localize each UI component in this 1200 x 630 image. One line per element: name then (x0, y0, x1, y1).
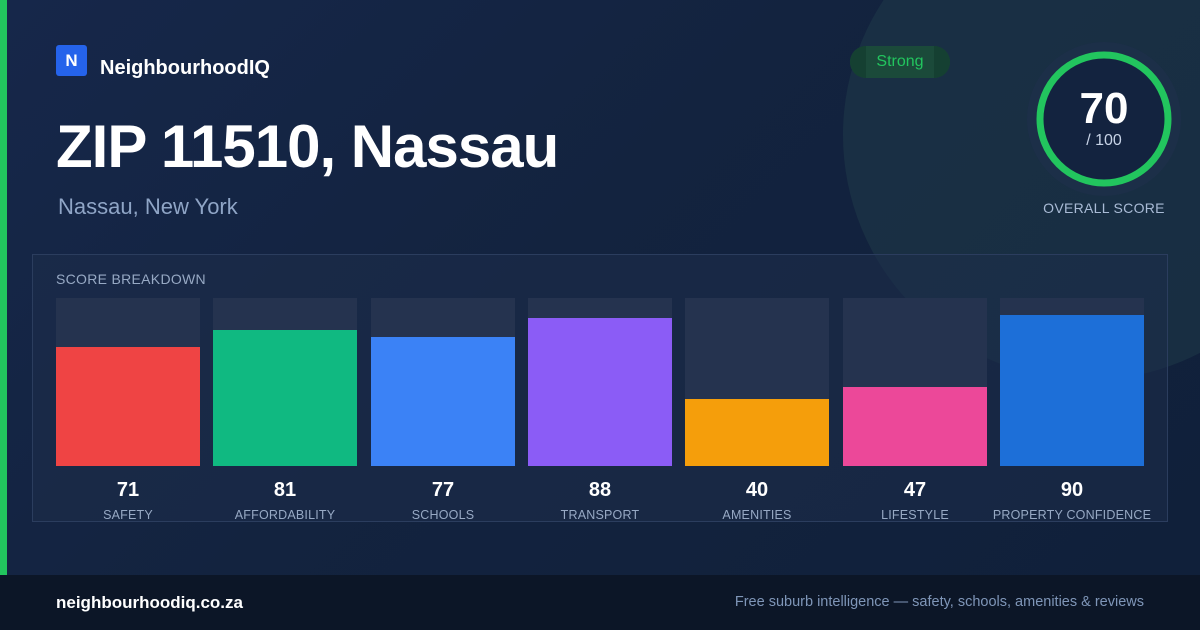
footer (0, 575, 1200, 630)
bar-track (528, 298, 672, 466)
rating-badge-label: Strong (876, 53, 924, 70)
page-title: ZIP 11510, Nassau (56, 113, 559, 180)
overall-score-max: / 100 (1086, 132, 1122, 149)
bar-value: 88 (588, 479, 612, 501)
bar-value: 81 (273, 479, 297, 501)
brand-name: NeighbourhoodIQ (100, 57, 270, 79)
bar-label: SAFETY (103, 508, 153, 522)
footer-url[interactable]: neighbourhoodiq.co.za (56, 593, 243, 612)
bar-affordability: 81 AFFORDABILITY (213, 298, 357, 528)
bar-amenities: 40 AMENITIES (685, 298, 829, 528)
rating-badge: Strong (850, 46, 950, 78)
bar-label: AMENITIES (722, 508, 792, 522)
bar-property-confidence: 90 PROPERTY CONFIDENCE (993, 298, 1151, 528)
bar-label: AFFORDABILITY (234, 508, 336, 522)
bar-fill (528, 318, 672, 466)
bar-lifestyle: 47 LIFESTYLE (843, 298, 987, 528)
bar-value: 47 (903, 479, 927, 501)
location-subtitle: Nassau, New York (58, 194, 238, 219)
bar-fill (56, 347, 200, 466)
bar-value: 40 (745, 479, 769, 501)
bar-label: TRANSPORT (560, 508, 640, 522)
score-ring-progress (1036, 51, 1172, 187)
bar-schools: 77 SCHOOLS (371, 298, 515, 528)
overall-score-ring (1027, 42, 1181, 196)
bar-track (685, 298, 829, 466)
bar-safety: 71 SAFETY (56, 298, 200, 528)
bar-fill (843, 387, 987, 466)
bar-label: PROPERTY CONFIDENCE (992, 508, 1152, 522)
bar-track (56, 298, 200, 466)
score-breakdown-title: SCORE BREAKDOWN (56, 271, 206, 287)
bar-fill (213, 330, 357, 466)
bar-fill (685, 399, 829, 466)
bar-value: 71 (116, 479, 140, 501)
logo-icon: N (56, 45, 87, 76)
bar-fill (371, 337, 515, 466)
bar-track (1000, 298, 1144, 466)
bar-value: 90 (1060, 479, 1084, 501)
overall-score-label: OVERALL SCORE (1043, 200, 1165, 216)
bar-track (843, 298, 987, 466)
bar-value: 77 (431, 479, 455, 501)
accent-bar (0, 0, 7, 575)
overall-score-value: 70 (1079, 84, 1129, 133)
bar-fill (1000, 315, 1144, 466)
bar-transport: 88 TRANSPORT (528, 298, 672, 528)
bar-label: LIFESTYLE (881, 508, 949, 522)
bar-track (371, 298, 515, 466)
bar-track (213, 298, 357, 466)
bar-label: SCHOOLS (411, 508, 475, 522)
footer-tagline: Free suburb intelligence — safety, schoo… (734, 594, 1144, 610)
